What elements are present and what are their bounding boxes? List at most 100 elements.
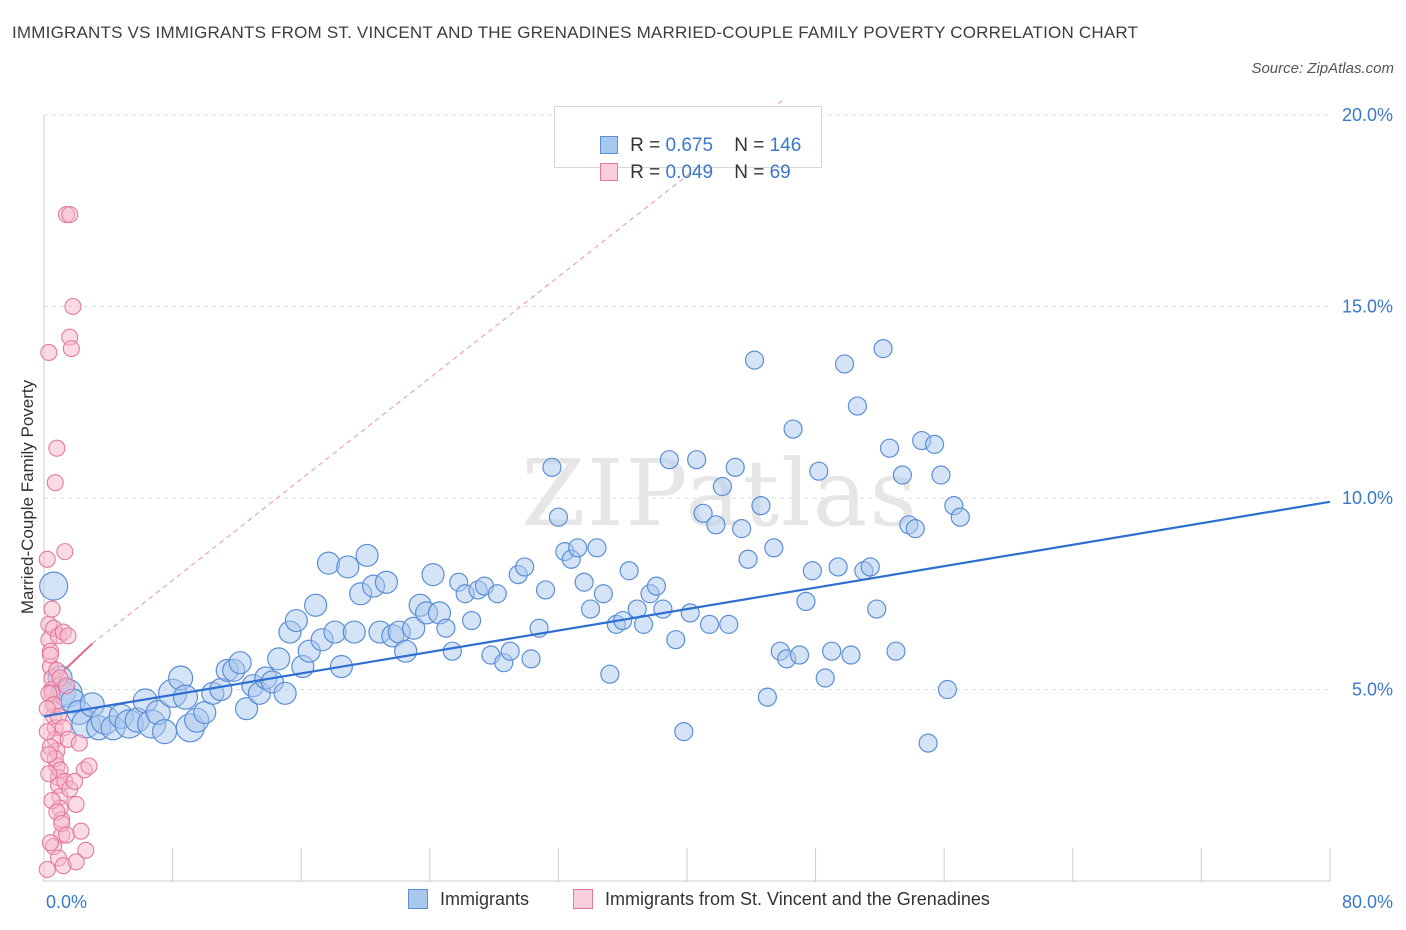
data-point: [421, 562, 445, 587]
y-tick-label: 15.0%: [1342, 297, 1393, 317]
data-point: [39, 571, 69, 601]
data-point: [674, 722, 694, 742]
series-immigrants: [39, 339, 970, 753]
data-point: [521, 649, 541, 669]
data-point: [719, 614, 739, 634]
data-point: [72, 822, 90, 840]
data-point: [659, 450, 679, 470]
data-point: [834, 354, 855, 374]
blue-swatch: [600, 136, 619, 154]
data-point: [500, 641, 520, 661]
data-point: [764, 538, 784, 558]
data-point: [693, 503, 713, 523]
legend-item-st-vincent: Immigrants from St. Vincent and the Gren…: [573, 889, 990, 910]
data-point: [64, 297, 82, 316]
trend-line-dashed: [91, 99, 784, 645]
data-point: [867, 599, 887, 619]
data-point: [41, 834, 59, 852]
data-point: [892, 465, 913, 485]
n-value: 146: [769, 135, 802, 156]
data-point: [59, 627, 77, 645]
x-tick-label: 80.0%: [1342, 892, 1393, 912]
data-point: [841, 645, 861, 665]
data-point: [828, 557, 848, 577]
data-point: [687, 450, 707, 470]
data-point: [593, 584, 614, 604]
data-point: [847, 396, 867, 416]
data-point: [267, 647, 291, 671]
data-point: [57, 826, 76, 844]
data-point: [950, 507, 970, 527]
data-point: [284, 608, 308, 633]
r-value: 0.675: [665, 135, 714, 156]
r-value: 0.049: [665, 162, 714, 183]
data-point: [653, 599, 673, 619]
data-point: [822, 641, 842, 661]
data-point: [442, 641, 462, 661]
data-point: [860, 557, 880, 577]
data-point: [304, 593, 328, 617]
blue-swatch: [408, 889, 428, 909]
y-tick-label: 5.0%: [1352, 680, 1393, 700]
data-point: [879, 438, 900, 458]
data-point: [402, 616, 426, 640]
data-point: [796, 591, 816, 612]
pink-swatch: [573, 889, 593, 909]
data-point: [67, 795, 85, 813]
data-point: [77, 841, 95, 859]
data-point: [40, 746, 58, 764]
data-point: [587, 538, 607, 558]
data-point: [815, 668, 835, 688]
data-point: [38, 723, 56, 741]
data-point: [568, 538, 588, 558]
data-point: [234, 697, 259, 721]
source-label: Source: ZipAtlas.com: [1251, 60, 1394, 77]
y-axis-label: Married-Couple Family Poverty: [18, 379, 37, 614]
tick-labels: 5.0% 10.0% 15.0% 20.0% 0.0% 80.0%: [46, 105, 1393, 912]
data-point: [789, 645, 810, 665]
data-point: [342, 620, 366, 644]
data-point: [924, 434, 945, 454]
data-point: [80, 757, 98, 775]
data-point: [706, 515, 726, 535]
data-point: [374, 570, 398, 594]
legend-label: Immigrants: [440, 889, 530, 909]
data-point: [757, 687, 777, 707]
r-label: R =: [630, 135, 661, 156]
data-point: [937, 679, 958, 700]
data-point: [732, 519, 752, 539]
data-point: [67, 853, 85, 871]
data-point: [712, 476, 732, 497]
data-point: [535, 580, 556, 600]
data-point: [699, 614, 720, 634]
data-point: [751, 496, 771, 516]
data-point: [886, 641, 906, 661]
data-point: [38, 860, 56, 879]
legend-label: Immigrants from St. Vincent and the Gren…: [605, 889, 990, 909]
data-point: [43, 600, 61, 618]
data-point: [548, 507, 569, 527]
data-point: [461, 610, 482, 631]
n-value: 69: [769, 162, 791, 183]
data-point: [62, 340, 80, 358]
stats-row-immigrants: R = 0.675 N = 146: [579, 113, 801, 156]
data-point: [666, 630, 686, 650]
data-point: [40, 765, 58, 783]
data-point: [70, 734, 88, 752]
x-tick-label: 0.0%: [46, 892, 87, 912]
chart-title: IMMIGRANTS VS IMMIGRANTS FROM ST. VINCEN…: [12, 23, 1139, 42]
data-point: [57, 677, 76, 695]
data-point: [931, 465, 951, 485]
data-point: [355, 543, 379, 568]
data-point: [619, 561, 639, 581]
data-point: [725, 457, 745, 477]
data-point: [918, 733, 938, 753]
data-point: [65, 772, 84, 790]
stats-row-st-vincent: R = 0.049 N = 69: [579, 140, 791, 183]
data-point: [228, 651, 252, 675]
data-point: [273, 681, 297, 705]
data-point: [41, 646, 59, 664]
data-point: [542, 457, 562, 477]
pink-swatch: [600, 163, 619, 181]
